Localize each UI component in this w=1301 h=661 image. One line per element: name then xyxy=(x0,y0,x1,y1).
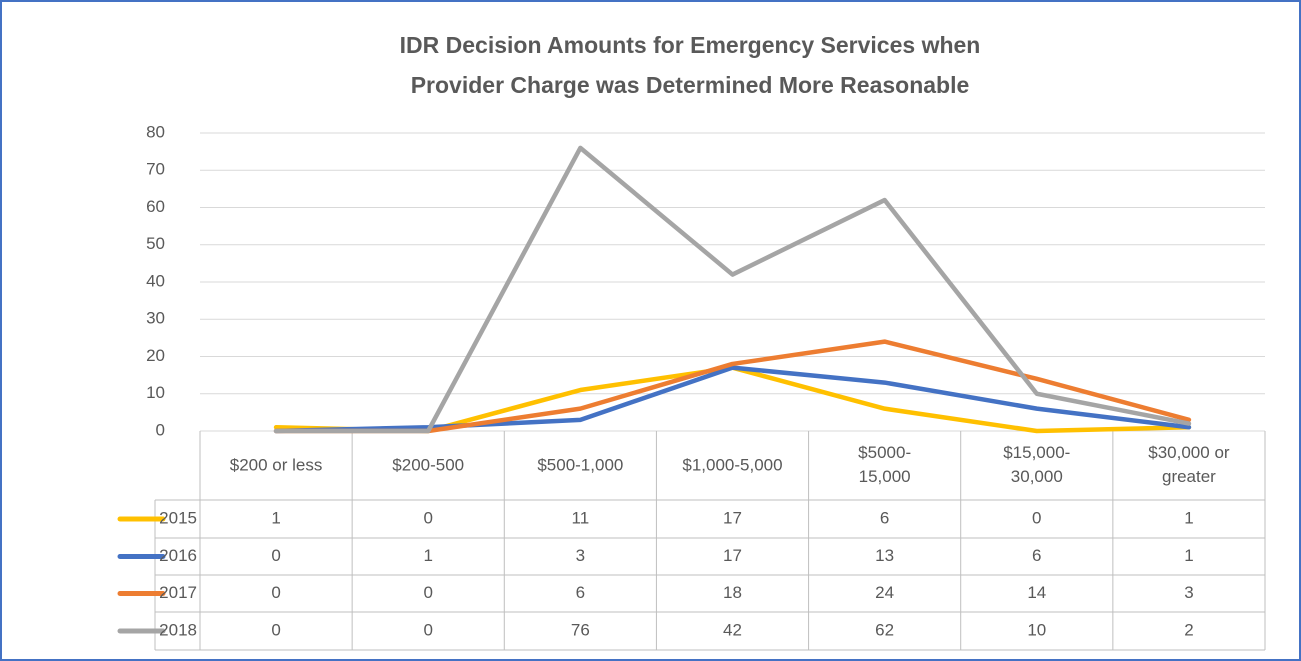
data-label: 14 xyxy=(1027,583,1046,602)
data-label: 0 xyxy=(271,583,280,602)
data-label: 3 xyxy=(1184,583,1193,602)
data-label: 0 xyxy=(1032,508,1041,527)
data-label: 0 xyxy=(423,620,432,639)
data-label: 76 xyxy=(571,620,590,639)
y-tick-label: 0 xyxy=(156,420,165,439)
data-label: 42 xyxy=(723,620,742,639)
chart-title: IDR Decision Amounts for Emergency Servi… xyxy=(400,32,981,58)
chart-title: Provider Charge was Determined More Reas… xyxy=(411,72,970,98)
x-tick-label: $200 or less xyxy=(230,455,323,474)
data-label: 17 xyxy=(723,508,742,527)
data-label: 0 xyxy=(423,583,432,602)
data-label: 0 xyxy=(423,508,432,527)
data-label: 2 xyxy=(1184,620,1193,639)
x-tick-label: $500-1,000 xyxy=(537,455,623,474)
data-label: 1 xyxy=(1184,508,1193,527)
x-tick-label: $30,000 or greater xyxy=(1148,443,1230,486)
data-label: 6 xyxy=(576,583,585,602)
legend-label: 2016 xyxy=(159,546,197,565)
y-tick-label: 10 xyxy=(146,383,165,402)
y-tick-label: 70 xyxy=(146,160,165,179)
data-label: 1 xyxy=(271,508,280,527)
legend-label: 2015 xyxy=(159,508,197,527)
legend-label: 2018 xyxy=(159,620,197,639)
data-label: 6 xyxy=(880,508,889,527)
data-label: 17 xyxy=(723,546,742,565)
x-tick-label: $15,000-30,000 xyxy=(1003,443,1070,486)
y-tick-label: 50 xyxy=(146,234,165,253)
x-tick-label: $1,000-5,000 xyxy=(682,455,782,474)
data-label: 3 xyxy=(576,546,585,565)
data-label: 6 xyxy=(1032,546,1041,565)
y-tick-label: 20 xyxy=(146,346,165,365)
data-label: 1 xyxy=(423,546,432,565)
data-label: 0 xyxy=(271,620,280,639)
data-label: 18 xyxy=(723,583,742,602)
data-label: 11 xyxy=(572,508,590,527)
data-label: 13 xyxy=(875,546,894,565)
series-line xyxy=(273,145,1192,434)
data-label: 1 xyxy=(1184,546,1193,565)
y-tick-label: 40 xyxy=(146,271,165,290)
y-tick-label: 60 xyxy=(146,197,165,216)
x-tick-label: $200-500 xyxy=(392,455,464,474)
legend-label: 2017 xyxy=(159,583,197,602)
x-tick-label: $5000-15,000 xyxy=(858,443,911,486)
data-label: 10 xyxy=(1027,620,1046,639)
data-label: 62 xyxy=(875,620,894,639)
y-tick-label: 30 xyxy=(146,309,165,328)
data-label: 24 xyxy=(875,583,894,602)
y-tick-label: 80 xyxy=(146,122,165,141)
data-label: 0 xyxy=(271,546,280,565)
